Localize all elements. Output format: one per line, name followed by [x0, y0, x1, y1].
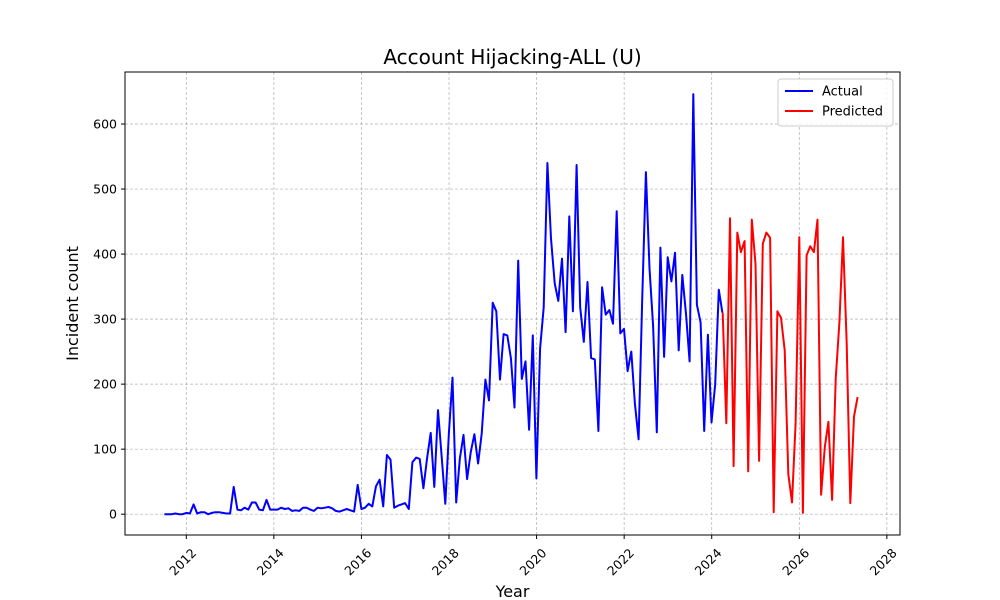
x-tick-label: 2020 — [516, 545, 549, 578]
legend: Actual Predicted — [777, 78, 894, 127]
x-tick-label: 2016 — [341, 545, 374, 578]
y-axis-label: Incident count — [63, 246, 82, 361]
chart-title: Account Hijacking-ALL (U) — [383, 45, 641, 69]
plot-frame — [124, 71, 901, 536]
series-line-actual — [164, 93, 724, 516]
y-tick-label: 200 — [93, 377, 117, 392]
x-tick-label: 2012 — [166, 545, 199, 578]
x-tick-label: 2022 — [604, 545, 637, 578]
x-tick-label: 2026 — [779, 545, 812, 578]
y-tick-label: 300 — [93, 312, 117, 327]
y-tick-label: 400 — [93, 247, 117, 262]
x-tick-label: 2014 — [254, 545, 287, 578]
x-tick-label: 2028 — [867, 545, 900, 578]
x-axis-label: Year — [495, 582, 530, 600]
grid — [125, 72, 900, 535]
ticks: 2012 2014 2016 2018 2020 2022 2024 2026 2028 0 100… — [93, 117, 900, 579]
y-tick-label: 500 — [93, 182, 117, 197]
series-layer — [164, 93, 859, 516]
series-line-predicted — [721, 217, 859, 514]
y-tick-label: 100 — [93, 442, 117, 457]
y-tick-label: 0 — [109, 507, 117, 522]
y-tick-label: 600 — [93, 117, 117, 132]
x-tick-label: 2024 — [692, 545, 725, 578]
x-tick-label: 2018 — [429, 545, 462, 578]
legend-label-predicted: Predicted — [822, 105, 883, 120]
legend-label-actual: Actual — [822, 85, 863, 100]
